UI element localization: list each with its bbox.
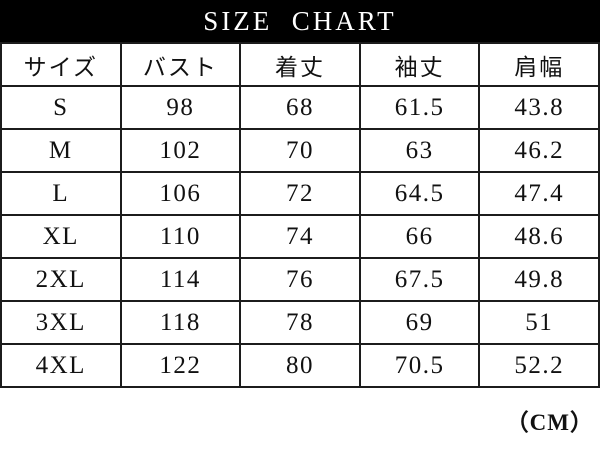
length-cell: 76 xyxy=(239,257,361,302)
header-row: サイズ バスト 着丈 袖丈 肩幅 xyxy=(0,42,600,87)
table-row: 2XL 114 76 67.5 49.8 xyxy=(0,257,600,302)
size-cell: M xyxy=(0,128,122,173)
table-row: 4XL 122 80 70.5 52.2 xyxy=(0,343,600,388)
length-cell: 68 xyxy=(239,85,361,130)
length-cell: 80 xyxy=(239,343,361,388)
table-row: S 98 68 61.5 43.8 xyxy=(0,85,600,130)
sleeve-cell: 64.5 xyxy=(358,171,481,216)
sleeve-cell: 67.5 xyxy=(358,257,481,302)
sleeve-cell: 70.5 xyxy=(358,343,481,388)
shoulder-cell: 48.6 xyxy=(478,214,600,259)
bust-cell: 118 xyxy=(119,300,242,345)
shoulder-cell: 46.2 xyxy=(478,128,600,173)
table-row: XL 110 74 66 48.6 xyxy=(0,214,600,259)
bust-cell: 122 xyxy=(119,343,242,388)
table-row: M 102 70 63 46.2 xyxy=(0,128,600,173)
bust-cell: 114 xyxy=(119,257,242,302)
title-bar: SIZE CHART xyxy=(0,0,600,42)
length-cell: 74 xyxy=(239,214,361,259)
sleeve-cell: 69 xyxy=(358,300,481,345)
sleeve-cell: 66 xyxy=(358,214,481,259)
length-cell: 72 xyxy=(239,171,361,216)
sleeve-cell: 63 xyxy=(358,128,481,173)
size-cell: XL xyxy=(0,214,122,259)
chart-title: SIZE CHART xyxy=(203,5,397,36)
size-cell: 4XL xyxy=(0,343,122,388)
column-header-size: サイズ xyxy=(0,42,122,87)
table-row: 3XL 118 78 69 51 xyxy=(0,300,600,345)
column-header-length: 着丈 xyxy=(239,42,361,87)
column-header-bust: バスト xyxy=(119,42,242,87)
shoulder-cell: 49.8 xyxy=(478,257,600,302)
shoulder-cell: 43.8 xyxy=(478,85,600,130)
shoulder-cell: 47.4 xyxy=(478,171,600,216)
bust-cell: 110 xyxy=(119,214,242,259)
shoulder-cell: 52.2 xyxy=(478,343,600,388)
size-cell: L xyxy=(0,171,122,216)
size-cell: 2XL xyxy=(0,257,122,302)
column-header-sleeve: 袖丈 xyxy=(358,42,481,87)
table-row: L 106 72 64.5 47.4 xyxy=(0,171,600,216)
column-header-shoulder: 肩幅 xyxy=(478,42,600,87)
length-cell: 70 xyxy=(239,128,361,173)
length-cell: 78 xyxy=(239,300,361,345)
bust-cell: 106 xyxy=(119,171,242,216)
unit-label: （CM） xyxy=(505,410,594,435)
footer: （CM） xyxy=(0,388,600,452)
size-cell: 3XL xyxy=(0,300,122,345)
bust-cell: 98 xyxy=(119,85,242,130)
sleeve-cell: 61.5 xyxy=(358,85,481,130)
bust-cell: 102 xyxy=(119,128,242,173)
size-cell: S xyxy=(0,85,122,130)
size-table: サイズ バスト 着丈 袖丈 肩幅 S 98 68 61.5 43.8 M 102… xyxy=(0,42,600,388)
shoulder-cell: 51 xyxy=(478,300,600,345)
